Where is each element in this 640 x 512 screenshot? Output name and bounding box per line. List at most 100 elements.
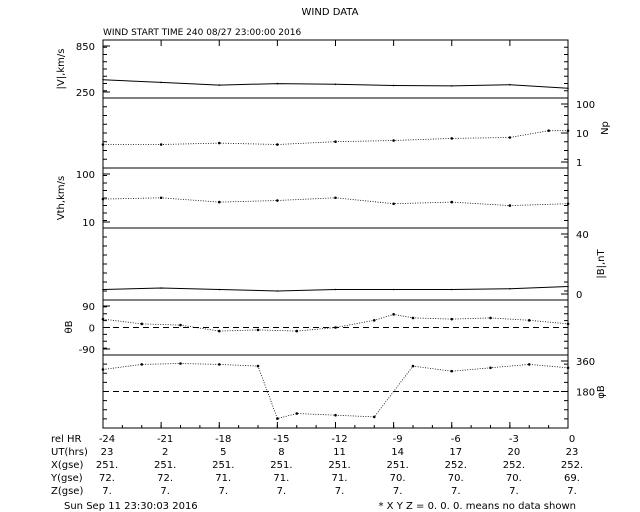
data-point [567, 285, 569, 288]
table-cell: 23 [566, 447, 579, 458]
data-point [159, 196, 163, 200]
data-point [450, 137, 454, 140]
panel-label: |B|,nT [596, 249, 607, 279]
data-point [392, 202, 395, 206]
footer-date: Sun Sep 11 23:30:03 2016 [64, 501, 198, 512]
panels: 850 250 |V|,km/s 100 10 1 Np 100 10 Vth,km/s 40 0 |B… [56, 39, 611, 429]
data-point [102, 78, 104, 81]
table-cell: 2 [162, 447, 168, 458]
data-point [276, 199, 279, 202]
y-tick-label: 90 [82, 302, 95, 313]
data-point [101, 368, 105, 371]
table-cell: -12 [331, 434, 347, 445]
table-cell: 7. [335, 486, 345, 497]
series-trace [102, 313, 569, 332]
y-tick-label: 1 [576, 158, 582, 169]
start-time: WIND START TIME 240 08/27 23:00:00 2016 [103, 28, 301, 38]
table-cell: 70. [448, 473, 464, 484]
data-point [334, 196, 337, 200]
table-cell: 7. [160, 486, 170, 497]
data-point [334, 413, 337, 417]
panel-label: Vth,km/s [56, 176, 67, 220]
table-cell: 5 [220, 447, 226, 458]
data-point [392, 139, 395, 142]
data-point [566, 129, 570, 133]
table-cell: 70. [390, 473, 406, 484]
data-point [411, 316, 415, 320]
table-cell: 251. [270, 460, 292, 471]
panel-label: |V|,km/s [56, 49, 67, 90]
table-cell: 251. [328, 460, 350, 471]
x-axis [102, 40, 569, 428]
data-point [372, 319, 376, 322]
y-tick-label: 360 [576, 357, 595, 368]
panel-0: 850 250 |V|,km/s [56, 39, 569, 99]
table-cell: 7. [393, 486, 403, 497]
table-cell: 69. [564, 473, 580, 484]
table-cell: 7. [218, 486, 228, 497]
data-point [450, 85, 453, 87]
y-tick-label: 10 [82, 218, 95, 229]
data-point [276, 290, 279, 292]
data-point [218, 84, 221, 86]
table-cell: 8 [278, 447, 284, 458]
table-cell: 7. [567, 486, 577, 497]
panel-label: θB [64, 320, 75, 333]
table-cell: -6 [451, 434, 461, 445]
table-cell: -24 [99, 434, 115, 445]
panel-5: 360 180 φB [101, 354, 607, 429]
data-point [508, 204, 512, 207]
data-point [217, 363, 221, 366]
panel-frame [102, 39, 569, 99]
data-point [509, 287, 511, 290]
chart-title: WIND DATA [302, 7, 359, 18]
table-cell: 23 [101, 447, 114, 458]
table-cell: 7. [277, 486, 287, 497]
table-cell: 71. [273, 473, 289, 484]
table-cell: 251. [96, 460, 118, 471]
data-point [450, 317, 454, 321]
y-tick-label: 100 [76, 170, 95, 181]
table-cell: -18 [215, 434, 231, 445]
data-point [179, 323, 182, 327]
data-point [509, 83, 511, 86]
data-point [450, 288, 453, 291]
data-point [450, 200, 454, 204]
table-cell: 252. [561, 460, 583, 471]
y-tick-label: 40 [576, 230, 589, 241]
table-cell: 72. [157, 473, 173, 484]
panel-label: φB [596, 385, 607, 399]
data-point [450, 369, 454, 373]
data-point [334, 288, 337, 291]
data-point [102, 288, 104, 291]
table-cell: 72. [99, 473, 115, 484]
data-point [527, 319, 531, 322]
data-point [160, 81, 162, 84]
table-row-label: Y(gse) [50, 473, 83, 484]
table-cell: 252. [503, 460, 525, 471]
panel-3: 40 0 |B|,nT [102, 227, 607, 301]
data-point [217, 141, 221, 145]
data-point [489, 316, 492, 320]
data-point [334, 140, 337, 144]
panel-1: 100 10 1 Np [101, 97, 611, 169]
y-tick-label: 10 [576, 129, 589, 140]
table-cell: 0 [569, 434, 575, 445]
data-point [411, 364, 415, 368]
data-point [276, 143, 279, 146]
data-point [140, 363, 144, 366]
panel-2: 100 10 Vth,km/s [56, 167, 570, 229]
table-row-label: rel HR [51, 434, 82, 445]
y-tick-label: -90 [79, 345, 95, 356]
data-point [489, 366, 492, 370]
table-cell: -21 [157, 434, 173, 445]
y-tick-label: 0 [576, 290, 582, 301]
data-point [566, 366, 570, 370]
table-cell: -3 [509, 434, 519, 445]
table-cell: 14 [391, 447, 404, 458]
table-cell: -9 [393, 434, 403, 445]
data-point [372, 415, 376, 419]
panel-label: Np [600, 121, 611, 135]
data-point [256, 364, 260, 368]
